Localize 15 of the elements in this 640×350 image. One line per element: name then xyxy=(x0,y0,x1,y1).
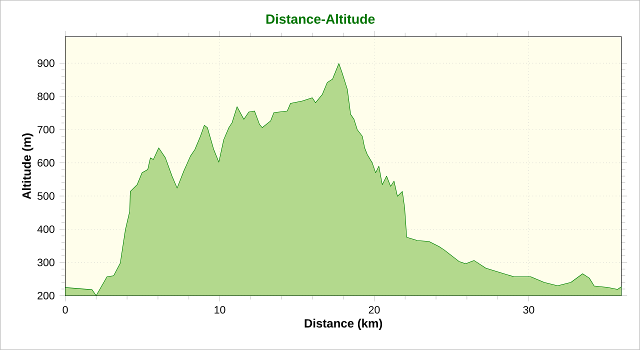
y-tick-label: 300 xyxy=(37,258,54,266)
y-tick-label: 400 xyxy=(37,225,54,234)
x-axis-title: Distance (km) xyxy=(304,318,382,330)
y-axis-title: Altitude (m) xyxy=(22,133,34,200)
y-tick-label: 700 xyxy=(38,126,54,134)
y-tick-label: 800 xyxy=(38,92,54,100)
y-tick-label: 200 xyxy=(38,292,54,300)
y-tick-label: 900 xyxy=(38,59,54,67)
y-tick-label: 600 xyxy=(38,159,54,167)
x-tick-label: 30 xyxy=(523,306,534,314)
y-tick-label: 500 xyxy=(37,192,54,200)
x-tick-label: 0 xyxy=(62,306,68,314)
x-tick-label: 10 xyxy=(214,306,226,314)
x-tick-label: 20 xyxy=(368,306,380,314)
chart-title: Distance-Altitude xyxy=(266,14,375,24)
